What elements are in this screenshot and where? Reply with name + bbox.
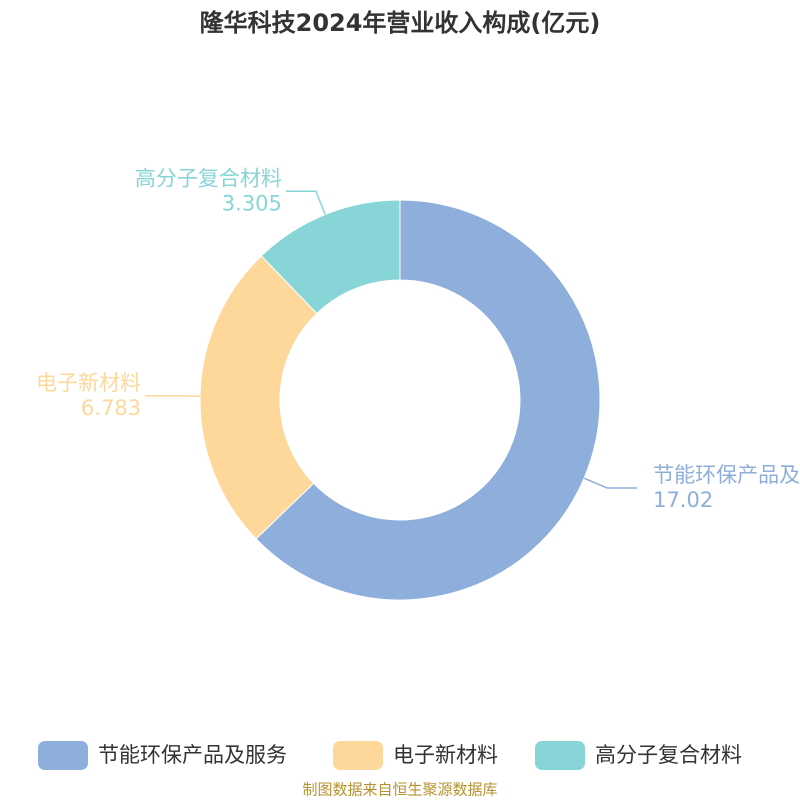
legend-label: 高分子复合材料 [595, 743, 742, 767]
donut-slice [255, 199, 601, 601]
donut-slice [199, 255, 318, 540]
slice-label-name: 电子新材料 [36, 371, 141, 395]
slice-label-value: 3.305 [222, 191, 282, 215]
slice-label-value: 17.02 [653, 488, 713, 512]
slice-label-name: 节能环保产品及服务 [653, 463, 800, 487]
legend-swatch [38, 741, 88, 770]
slice-label-name: 高分子复合材料 [135, 166, 282, 190]
slice-label-value: 6.783 [81, 396, 141, 420]
legend-label: 节能环保产品及服务 [98, 743, 287, 767]
legend-swatch [333, 741, 383, 770]
legend-swatch [535, 741, 585, 770]
source-note: 制图数据来自恒生聚源数据库 [302, 781, 497, 799]
donut-slice [260, 199, 401, 315]
chart-title: 隆华科技2024年营业收入构成(亿元) [200, 9, 601, 37]
legend-label: 电子新材料 [393, 743, 498, 767]
label-line [583, 477, 638, 489]
label-line [285, 190, 326, 215]
